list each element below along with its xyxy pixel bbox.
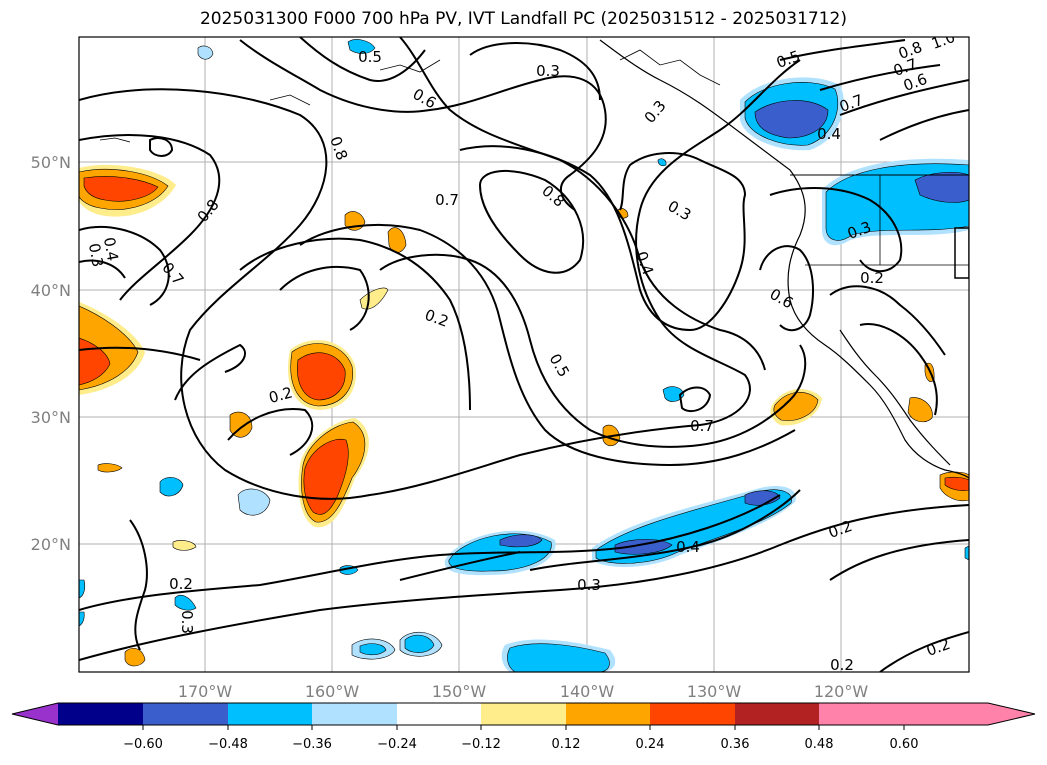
latitude-labels: 50°N 40°N 30°N 20°N — [31, 153, 71, 554]
contour-label: 0.2 — [169, 575, 193, 593]
colorbar-segment — [819, 703, 904, 725]
lat-label: 40°N — [31, 281, 71, 300]
colorbar-segment — [228, 703, 312, 725]
lat-label: 30°N — [31, 408, 71, 427]
colorbar-segment — [735, 703, 819, 725]
lon-label: 170°W — [178, 682, 233, 701]
contour-label: 0.2 — [267, 383, 295, 407]
longitude-labels: 170°W 160°W 150°W 140°W 130°W 120°W — [178, 682, 869, 701]
lon-label: 150°W — [432, 682, 487, 701]
colorbar-segment — [650, 703, 735, 725]
colorbar-extension-high — [904, 703, 1035, 725]
contour-label: 0.3 — [85, 242, 107, 269]
colorbar-tick-label: 0.60 — [890, 737, 919, 752]
colorbar-tick-label: 0.12 — [552, 737, 581, 752]
lon-label: 130°W — [687, 682, 742, 701]
lon-label: 160°W — [305, 682, 360, 701]
pv-contour-lines — [79, 37, 969, 672]
colorbar-segment — [397, 703, 481, 725]
map-gridlines — [79, 37, 969, 672]
colorbar-segment — [312, 703, 397, 725]
colorbar-segment — [481, 703, 566, 725]
contour-label: 0.3 — [577, 576, 601, 594]
contour-label: 0.4 — [817, 125, 841, 143]
contour-label: 0.4 — [100, 236, 122, 263]
lon-label: 120°W — [814, 682, 869, 701]
lat-label: 20°N — [31, 535, 71, 554]
negative-pv-shading — [79, 39, 969, 672]
contour-label: 0.4 — [676, 538, 700, 556]
colorbar-tick-label: −0.36 — [292, 737, 332, 752]
coastlines — [99, 39, 969, 479]
map-frame — [78, 36, 970, 673]
colorbar-extension-low — [12, 703, 58, 725]
colorbar-outline — [11, 702, 1036, 726]
contour-labels: 0.5 0.3 0.6 0.8 0.7 0.8 0.3 0.5 0.7 0.8 … — [85, 37, 958, 674]
map-title: 2025031300 F000 700 hPa PV, IVT Landfall… — [199, 9, 847, 29]
contour-label: 0.5 — [358, 48, 382, 66]
lat-label: 50°N — [31, 153, 71, 172]
colorbar-segment — [566, 703, 650, 725]
contour-label: 0.2 — [860, 269, 884, 287]
colorbar-segment — [58, 703, 143, 725]
colorbar-segment — [143, 703, 228, 725]
contour-label: 0.7 — [690, 417, 714, 435]
contour-label: 0.7 — [435, 191, 459, 209]
contour-label: 0.3 — [178, 610, 196, 634]
colorbar-tick-label: 0.36 — [721, 737, 750, 752]
colorbar-tick-label: −0.12 — [461, 737, 501, 752]
colorbar-tick-label: −0.48 — [208, 737, 248, 752]
colorbar: −0.60 −0.48 −0.36 −0.24 −0.12 0.12 0.24 … — [11, 702, 1036, 752]
contour-label: 0.3 — [536, 62, 560, 80]
contour-label: 0.2 — [830, 656, 854, 674]
colorbar-tick-label: −0.24 — [377, 737, 417, 752]
colorbar-tick-label: 0.48 — [805, 737, 834, 752]
lon-label: 140°W — [560, 682, 615, 701]
colorbar-tick-label: −0.60 — [123, 737, 163, 752]
colorbar-tick-label: 0.24 — [636, 737, 665, 752]
